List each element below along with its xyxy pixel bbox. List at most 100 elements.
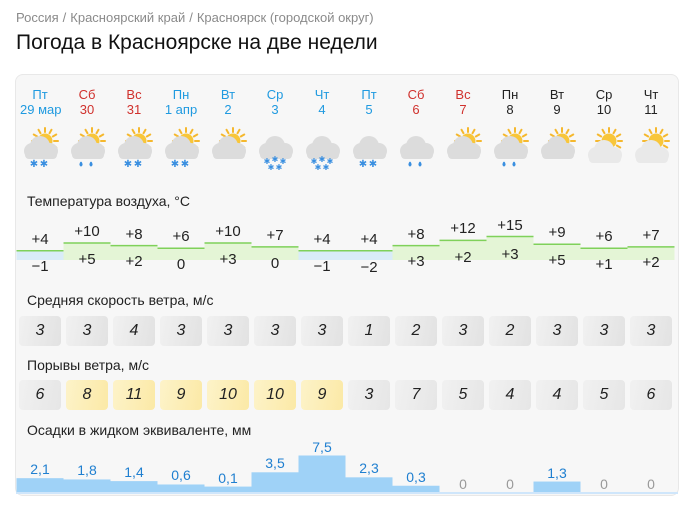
day-header[interactable]: Сб 6 [396, 87, 436, 117]
wind-gust-cell: 4 [536, 380, 578, 410]
precipitation-value: 0,1 [218, 469, 238, 486]
cloud-sun-snow-icon: ✱ ✱ [118, 127, 153, 170]
cloud-snow-icon: ✱ ✱ ✱✱ ✱ [259, 136, 293, 170]
cloud-icon [259, 136, 293, 159]
gusts-label: Порывы ветра, м/с [27, 357, 149, 373]
day-header[interactable]: Ср 10 [584, 87, 624, 117]
precipitation-baseline [16, 492, 678, 494]
svg-text:✱: ✱ [319, 155, 326, 164]
day-name: Сб [407, 87, 425, 102]
day-header[interactable]: Ср 3 [255, 87, 295, 117]
temperature-max: +6 [172, 228, 190, 246]
breadcrumb-link-city[interactable]: Красноярск (городской округ) [196, 10, 374, 25]
temperature-max: +8 [125, 225, 143, 243]
precipitation-value: 0 [506, 476, 514, 492]
day-header[interactable]: Вс 31 [114, 87, 154, 117]
day-header[interactable]: Чт 4 [302, 87, 342, 117]
cloud-icon [400, 136, 434, 159]
temperature-label: Температура воздуха, °C [27, 193, 190, 209]
breadcrumb-separator: / [189, 10, 193, 25]
day-date: 10 [596, 102, 612, 117]
cloud-icon [118, 136, 152, 159]
precipitation-value: 2,1 [30, 461, 50, 478]
wind-speed-cell: 3 [630, 316, 672, 346]
precipitation-value: 7,5 [312, 438, 332, 455]
breadcrumb-separator: / [62, 10, 67, 25]
wind-gust-cell: 10 [254, 380, 296, 410]
day-date: 4 [318, 102, 326, 117]
cloud-icon [447, 136, 481, 159]
temperature-min: −1 [313, 258, 331, 276]
day-header[interactable]: Пт 5 [349, 87, 389, 117]
day-name: Вт [220, 87, 236, 102]
snowflakes-icon: ✱ ✱ [30, 159, 48, 170]
svg-text:✱: ✱ [272, 155, 279, 164]
day-header[interactable]: Пт 29 мар [20, 87, 62, 117]
day-date: 29 мар [20, 102, 62, 117]
svg-text:✱: ✱ [280, 157, 287, 166]
precipitation-label: Осадки в жидком эквиваленте, мм [27, 422, 252, 438]
svg-text:✱: ✱ [124, 159, 132, 170]
day-header[interactable]: Вс 7 [443, 87, 483, 117]
snowflakes-icon: ✱ ✱ [359, 159, 377, 170]
wind-gust-cell: 11 [113, 380, 155, 410]
wind-gust-cell: 5 [442, 380, 484, 410]
cloud-icon [24, 136, 58, 159]
day-name: Сб [78, 87, 96, 102]
day-header[interactable]: Вт 9 [537, 87, 577, 117]
svg-text:✱: ✱ [315, 163, 322, 170]
breadcrumb-link-russia[interactable]: Россия [16, 10, 59, 25]
day-date: 2 [224, 102, 232, 117]
wind-gust-cell: 10 [207, 380, 249, 410]
svg-text:✱: ✱ [327, 157, 334, 166]
day-name: Пн [172, 87, 190, 102]
day-header[interactable]: Сб 30 [67, 87, 107, 117]
temperature-min: 0 [270, 255, 280, 272]
cloud-snow-icon: ✱ ✱ ✱✱ ✱ [306, 136, 340, 170]
precipitation-value: 3,5 [265, 455, 285, 472]
day-header[interactable]: Вт 2 [208, 87, 248, 117]
svg-text:✱: ✱ [268, 163, 275, 170]
day-header[interactable]: Пн 1 апр [161, 87, 201, 117]
breadcrumb: Россия / Красноярский край / Красноярск (гор… [16, 10, 374, 25]
svg-text:✱: ✱ [40, 159, 48, 170]
day-header[interactable]: Пн 8 [490, 87, 530, 117]
wind-speed-cell: 2 [489, 316, 531, 346]
temperature-max: +15 [497, 216, 523, 234]
cloud-icon [353, 136, 387, 159]
temperature-min: −1 [31, 258, 49, 276]
breadcrumb-link-region[interactable]: Красноярский край [70, 10, 186, 25]
temperature-min: +3 [219, 251, 237, 269]
svg-text:✱: ✱ [359, 159, 367, 170]
svg-text:✱: ✱ [171, 159, 179, 170]
cloud-sun-icon [447, 127, 482, 159]
wind-speed-cell: 3 [301, 316, 343, 346]
day-date: 3 [271, 102, 279, 117]
snowflakes-icon: ✱ ✱ ✱✱ ✱ [311, 155, 334, 170]
temperature-min: +3 [407, 253, 425, 271]
svg-text:✱: ✱ [264, 157, 271, 166]
precipitation-value: 1,4 [124, 464, 144, 481]
day-header[interactable]: Чт 11 [631, 87, 671, 117]
svg-text:✱: ✱ [30, 159, 38, 170]
temperature-max: +4 [313, 230, 331, 248]
svg-text:✱: ✱ [311, 157, 318, 166]
temperature-max: +7 [642, 226, 660, 244]
temperature-max: +9 [548, 224, 566, 242]
temperature-min: 0 [176, 256, 186, 273]
cloud-icon [635, 140, 669, 163]
cloud-sun-icon [212, 127, 247, 159]
day-date: 9 [553, 102, 561, 117]
day-name: Пт [32, 87, 48, 102]
temperature-max: +7 [266, 226, 284, 244]
wind-speed-cell: 3 [442, 316, 484, 346]
day-name: Ср [595, 87, 613, 102]
cloud-icon [71, 136, 105, 159]
temperature-max: +6 [595, 228, 613, 246]
wind-gust-cell: 5 [583, 380, 625, 410]
cloud-rain-icon [400, 136, 434, 167]
cloud-sun-rain-icon [71, 127, 106, 167]
wind-speed-cell: 1 [348, 316, 390, 346]
wind-label: Средняя скорость ветра, м/с [27, 292, 214, 308]
day-date: 1 апр [164, 102, 198, 117]
